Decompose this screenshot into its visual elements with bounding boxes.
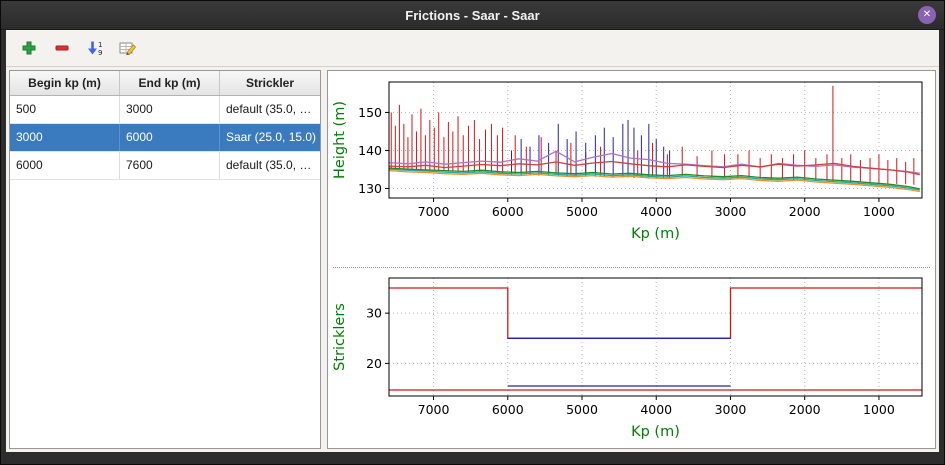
svg-text:4000: 4000	[640, 402, 672, 417]
close-button[interactable]: ✕	[918, 6, 936, 24]
table-cell: 3000	[120, 96, 220, 123]
table-body: 500 3000 default (35.0, … 3000 6000 Saar (25.…	[10, 96, 320, 180]
svg-text:1000: 1000	[863, 204, 895, 219]
sort-numeric-icon: 1 9	[88, 41, 102, 56]
svg-text:6000: 6000	[492, 204, 524, 219]
stricklers-chart: 7000 6000 5000 4000 3000 2000 1000 20 30 Kp (m) St…	[329, 270, 934, 448]
svg-text:7000: 7000	[418, 204, 450, 219]
remove-row-button[interactable]	[49, 35, 75, 61]
app-area: 1 9 Begin kp (m) End kp (m)	[6, 30, 939, 452]
table-cell: 500	[10, 96, 120, 123]
table-row[interactable]: 3000 6000 Saar (25.0, 15.0)	[10, 124, 320, 152]
column-header-begin-kp[interactable]: Begin kp (m)	[10, 71, 120, 95]
svg-text:140: 140	[358, 143, 382, 158]
table-cell: 6000	[10, 152, 120, 179]
svg-text:5000: 5000	[566, 204, 598, 219]
table-header: Begin kp (m) End kp (m) Strickler	[10, 71, 320, 96]
svg-text:150: 150	[358, 105, 382, 120]
toolbar: 1 9	[6, 30, 939, 67]
table-row[interactable]: 500 3000 default (35.0, …	[10, 96, 320, 124]
column-header-end-kp[interactable]: End kp (m)	[120, 71, 220, 95]
svg-text:5000: 5000	[566, 402, 598, 417]
svg-text:3000: 3000	[715, 402, 747, 417]
window-title: Frictions - Saar - Saar	[405, 7, 540, 23]
svg-text:30: 30	[366, 306, 382, 321]
table-cell: default (35.0, …	[226, 102, 312, 116]
titlebar[interactable]: Frictions - Saar - Saar ✕	[1, 1, 944, 30]
svg-text:2000: 2000	[789, 204, 821, 219]
svg-text:3000: 3000	[715, 204, 747, 219]
table-row[interactable]: 6000 7600 default (35.0, …	[10, 152, 320, 180]
table-cell: 3000	[10, 124, 120, 151]
svg-text:7000: 7000	[418, 402, 450, 417]
svg-text:Kp (m): Kp (m)	[631, 424, 680, 440]
table-cell: Saar (25.0, 15.0)	[226, 130, 317, 144]
svg-text:4000: 4000	[640, 204, 672, 219]
close-icon: ✕	[922, 9, 932, 20]
sort-button[interactable]: 1 9	[82, 35, 108, 61]
svg-text:6000: 6000	[492, 402, 524, 417]
column-header-strickler[interactable]: Strickler	[245, 76, 295, 90]
height-chart: 7000 6000 5000 4000 3000 2000 1000 130 140 150 Kp …	[329, 72, 934, 265]
svg-text:Height (m): Height (m)	[332, 101, 348, 179]
svg-text:2000: 2000	[789, 402, 821, 417]
charts-splitter[interactable]	[333, 267, 930, 268]
edit-table-icon	[119, 42, 137, 56]
plus-icon	[22, 41, 36, 55]
svg-text:1000: 1000	[863, 402, 895, 417]
table-cell: 7600	[120, 152, 220, 179]
charts-panel: 7000 6000 5000 4000 3000 2000 1000 130 140 150 Kp …	[327, 70, 936, 449]
svg-text:20: 20	[366, 356, 382, 371]
edit-button[interactable]	[115, 35, 141, 61]
frictions-table: Begin kp (m) End kp (m) Strickler 500 300…	[9, 70, 321, 449]
svg-text:1: 1	[98, 41, 102, 49]
svg-text:Kp (m): Kp (m)	[631, 226, 680, 242]
svg-text:Stricklers: Stricklers	[332, 303, 348, 371]
svg-text:9: 9	[98, 49, 102, 56]
minus-icon	[55, 45, 69, 51]
table-cell: default (35.0, …	[226, 158, 312, 172]
main-content: Begin kp (m) End kp (m) Strickler 500 300…	[6, 67, 939, 452]
table-cell: 6000	[120, 124, 220, 151]
svg-text:130: 130	[358, 181, 382, 196]
add-row-button[interactable]	[16, 35, 42, 61]
